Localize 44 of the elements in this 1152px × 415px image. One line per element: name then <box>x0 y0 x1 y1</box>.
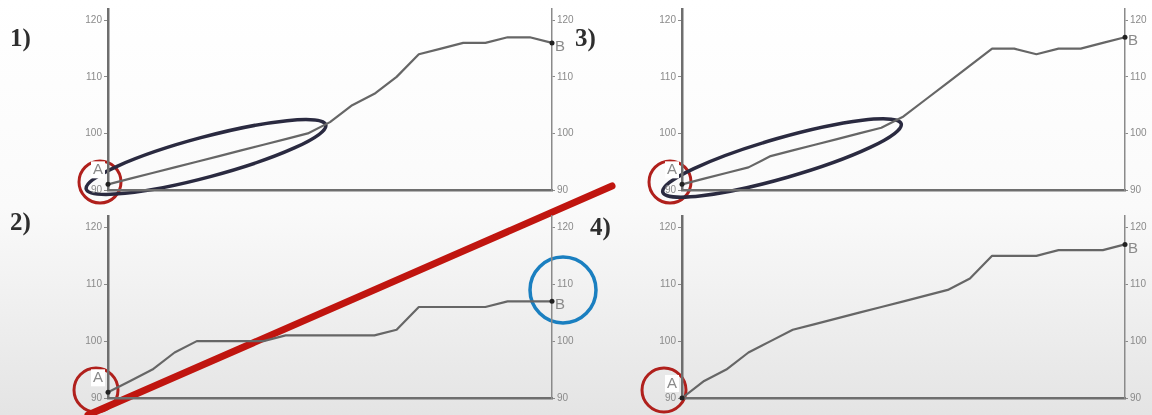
y2-tick-label: 110 <box>1130 278 1147 289</box>
y-tick-label: 120 <box>85 14 103 26</box>
y-tick-label: 120 <box>659 14 677 26</box>
y-tick-label: 100 <box>659 127 677 139</box>
chart-title: 4) <box>590 213 611 242</box>
y-tick-label: 120 <box>85 221 103 233</box>
y-tick-label: 110 <box>660 70 677 82</box>
data-label: B <box>1128 31 1139 49</box>
y2-tick-label: 90 <box>1130 183 1142 195</box>
data-label: A <box>92 368 103 386</box>
y2-tick-label: 90 <box>557 183 569 195</box>
y-tick-label: 90 <box>664 183 677 195</box>
data-label: B <box>555 37 566 55</box>
data-label: A <box>666 374 677 392</box>
y-tick-label: 100 <box>85 127 103 139</box>
y2-tick-label: 110 <box>1130 70 1147 82</box>
y-tick-label: 110 <box>86 278 103 289</box>
y-tick-label: 90 <box>90 183 103 195</box>
data-label: B <box>555 295 566 313</box>
y-tick-label: 110 <box>86 70 103 82</box>
y2-tick-label: 120 <box>1130 14 1148 26</box>
y2-tick-label: 120 <box>557 221 575 233</box>
data-label: A <box>92 160 103 178</box>
y-tick-label: 90 <box>664 391 677 403</box>
y2-tick-label: 120 <box>557 14 575 26</box>
y2-tick-label: 100 <box>1130 127 1148 139</box>
y-tick-label: 90 <box>90 391 103 403</box>
text: 3) <box>575 24 596 53</box>
chart-title: 2) <box>10 208 31 237</box>
y2-tick-label: 110 <box>557 278 574 289</box>
y2-tick-label: 100 <box>557 334 575 346</box>
y2-tick-label: 100 <box>1130 334 1148 346</box>
y2-tick-label: 100 <box>557 127 575 139</box>
y-tick-label: 110 <box>660 278 677 289</box>
data-label: A <box>666 160 677 178</box>
y2-tick-label: 110 <box>557 70 574 82</box>
y-tick-label: 100 <box>85 334 103 346</box>
y2-tick-label: 120 <box>1130 221 1148 233</box>
y2-tick-label: 90 <box>1130 391 1142 403</box>
y2-tick-label: 90 <box>557 391 569 403</box>
data-label: B <box>1128 238 1139 256</box>
y-tick-label: 100 <box>659 334 677 346</box>
text: 1) <box>10 24 31 53</box>
y-tick-label: 120 <box>659 221 677 233</box>
